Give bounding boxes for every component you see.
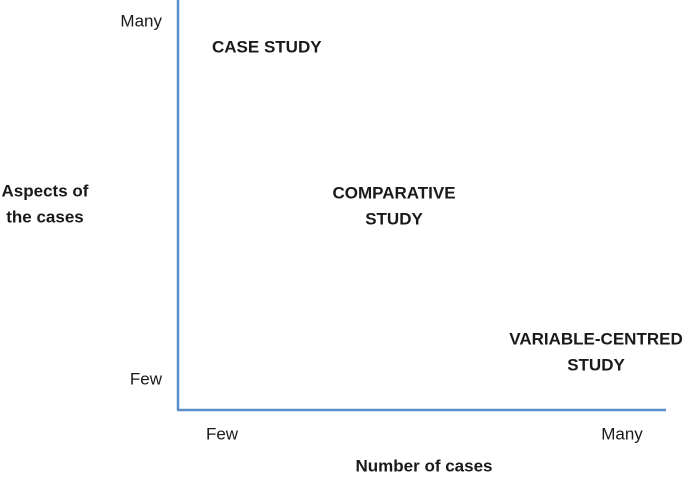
region-label: VARIABLE-CENTRED	[509, 329, 682, 348]
region-label: COMPARATIVE	[332, 183, 455, 202]
x-low-label: Few	[206, 424, 239, 443]
region-label: STUDY	[365, 209, 423, 228]
region-label: STUDY	[567, 355, 625, 374]
x-high-label: Many	[601, 424, 643, 443]
region-label: CASE STUDY	[212, 37, 322, 56]
x-axis-title: Number of cases	[356, 456, 493, 475]
y-high-label: Many	[120, 11, 162, 30]
y-axis-title: Aspects of	[2, 181, 89, 200]
y-axis-title: the cases	[6, 207, 84, 226]
y-low-label: Few	[130, 369, 163, 388]
